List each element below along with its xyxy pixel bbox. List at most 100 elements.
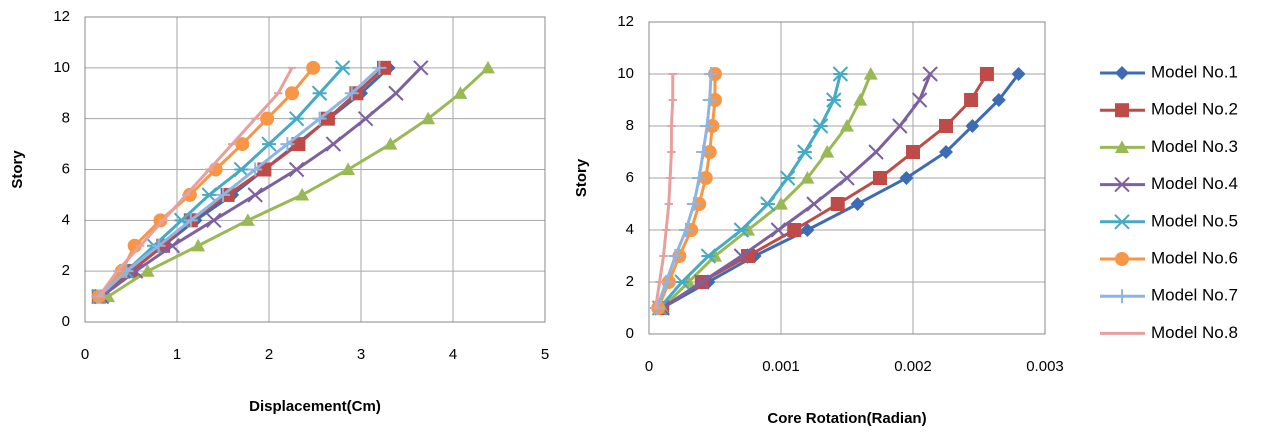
marker bbox=[140, 264, 155, 277]
marker bbox=[906, 145, 920, 159]
marker bbox=[311, 85, 328, 101]
marker bbox=[341, 162, 356, 176]
series-line bbox=[100, 66, 422, 298]
series-line bbox=[661, 73, 932, 310]
y-tick-label: 4 bbox=[626, 221, 634, 238]
series-line bbox=[658, 73, 842, 309]
series-line bbox=[97, 66, 386, 298]
x-tick-label: 3 bbox=[357, 346, 365, 363]
marker bbox=[261, 136, 277, 152]
y-tick-label: 0 bbox=[62, 313, 70, 330]
y-tick-label: 2 bbox=[62, 262, 70, 279]
marker bbox=[295, 187, 310, 201]
marker bbox=[201, 187, 217, 203]
marker bbox=[285, 86, 299, 101]
marker bbox=[372, 60, 387, 75]
marker bbox=[704, 67, 719, 81]
marker bbox=[334, 60, 351, 76]
marker bbox=[240, 213, 255, 226]
marker bbox=[979, 67, 994, 81]
marker bbox=[686, 197, 701, 211]
marker bbox=[692, 171, 707, 185]
y-axis-title: Story bbox=[9, 150, 26, 189]
marker bbox=[873, 171, 887, 185]
marker bbox=[383, 137, 398, 150]
legend-label: Model No.8 bbox=[1151, 323, 1238, 342]
marker bbox=[312, 111, 327, 126]
marker bbox=[164, 238, 181, 254]
marker bbox=[863, 67, 878, 80]
series-line bbox=[661, 73, 1020, 310]
marker bbox=[280, 137, 295, 152]
marker bbox=[702, 93, 717, 107]
marker bbox=[733, 222, 750, 238]
marker bbox=[800, 171, 815, 184]
marker bbox=[826, 92, 842, 108]
x-tick-label: 0 bbox=[81, 346, 89, 363]
plot-border bbox=[84, 16, 546, 323]
marker bbox=[344, 86, 359, 101]
x-tick-label: 1 bbox=[173, 346, 181, 363]
series-line bbox=[661, 73, 873, 310]
x-tick-label: 2 bbox=[265, 346, 273, 363]
marker bbox=[291, 137, 306, 152]
marker bbox=[453, 86, 468, 99]
legend-label: Model No.5 bbox=[1151, 211, 1238, 230]
series-line bbox=[654, 74, 675, 309]
marker bbox=[206, 212, 222, 229]
series-line bbox=[97, 66, 381, 298]
marker bbox=[892, 118, 908, 134]
marker bbox=[260, 111, 275, 126]
y-tick-label: 10 bbox=[53, 59, 70, 76]
marker bbox=[288, 161, 305, 178]
marker bbox=[911, 92, 928, 108]
series-line bbox=[107, 66, 489, 298]
marker bbox=[696, 145, 711, 159]
marker bbox=[899, 171, 914, 185]
marker bbox=[800, 223, 815, 237]
plot-border bbox=[648, 21, 1046, 335]
marker bbox=[247, 187, 263, 203]
marker bbox=[991, 93, 1006, 107]
x-tick-label: 4 bbox=[449, 346, 457, 363]
marker bbox=[797, 144, 813, 160]
marker bbox=[325, 136, 342, 152]
y-tick-label: 0 bbox=[626, 325, 634, 342]
marker bbox=[806, 196, 822, 212]
marker bbox=[421, 111, 436, 125]
marker bbox=[830, 197, 845, 211]
marker bbox=[853, 93, 868, 106]
marker bbox=[965, 119, 980, 133]
y-tick-label: 8 bbox=[626, 117, 634, 134]
x-tick-label: 0.003 bbox=[1026, 358, 1064, 375]
series-line bbox=[97, 67, 294, 298]
marker bbox=[183, 213, 198, 228]
x-axis-title: Core Rotation(Radian) bbox=[767, 410, 926, 427]
x-tick-label: 0.001 bbox=[762, 358, 800, 375]
marker bbox=[1115, 140, 1129, 153]
marker bbox=[820, 145, 835, 158]
y-tick-label: 2 bbox=[626, 273, 634, 290]
marker bbox=[770, 222, 787, 238]
y-tick-label: 12 bbox=[617, 13, 634, 30]
marker bbox=[939, 119, 953, 133]
legend-label: Model No.3 bbox=[1151, 137, 1238, 156]
marker bbox=[1115, 66, 1129, 80]
marker bbox=[787, 223, 802, 237]
marker bbox=[1115, 289, 1129, 304]
marker bbox=[840, 119, 854, 132]
series-line bbox=[661, 73, 989, 310]
marker bbox=[939, 145, 953, 159]
marker bbox=[357, 110, 374, 127]
legend-label: Model No.6 bbox=[1151, 248, 1238, 267]
marker bbox=[288, 110, 305, 127]
marker bbox=[760, 196, 776, 212]
marker bbox=[674, 274, 690, 290]
y-tick-label: 8 bbox=[62, 110, 70, 127]
marker bbox=[733, 248, 750, 264]
marker bbox=[868, 144, 884, 160]
marker bbox=[233, 161, 250, 178]
marker bbox=[151, 238, 166, 253]
series-line bbox=[656, 74, 717, 309]
